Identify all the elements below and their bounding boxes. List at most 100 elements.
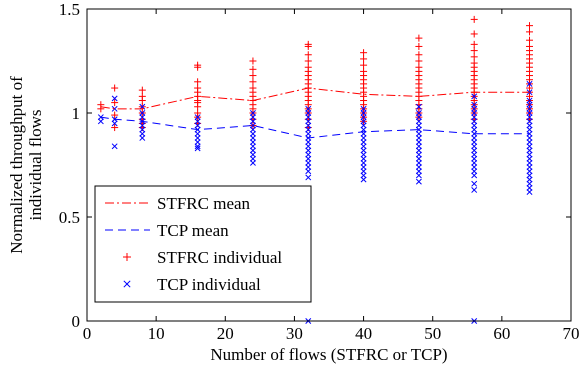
tcp-point bbox=[415, 103, 422, 110]
legend-symbol bbox=[123, 280, 131, 288]
stfrc-point bbox=[304, 57, 312, 65]
y-tick-label: 1 bbox=[72, 104, 81, 123]
cross-b bbox=[194, 143, 201, 150]
stfrc-point bbox=[111, 124, 119, 132]
y-tick-label: 1.5 bbox=[59, 0, 80, 19]
tcp-point bbox=[360, 176, 367, 183]
axis-ticks bbox=[86, 8, 572, 322]
stfrc-point bbox=[304, 42, 312, 50]
cross-b bbox=[305, 168, 312, 175]
stfrc-point bbox=[138, 97, 146, 105]
x-tick-label: 40 bbox=[355, 324, 372, 343]
x-tick-label: 50 bbox=[424, 324, 441, 343]
tcp-point bbox=[111, 143, 118, 150]
cross-b bbox=[360, 176, 367, 183]
tcp-individual-points bbox=[97, 80, 533, 324]
tcp-point bbox=[415, 172, 422, 179]
tcp-point bbox=[194, 145, 201, 152]
tcp-point bbox=[471, 172, 478, 179]
cross-b bbox=[471, 172, 478, 179]
stfrc-point bbox=[470, 40, 478, 48]
stfrc-point bbox=[249, 72, 257, 80]
stfrc-point bbox=[194, 103, 202, 111]
tcp-point bbox=[249, 159, 256, 166]
tcp-point bbox=[471, 187, 478, 193]
tcp-point bbox=[194, 143, 201, 150]
tcp-point bbox=[415, 178, 422, 185]
plot-frame bbox=[86, 8, 572, 322]
y-tick-label: 0.5 bbox=[59, 208, 80, 227]
cross-b bbox=[471, 93, 478, 100]
legend-label: TCP individual bbox=[157, 275, 261, 294]
stfrc-point bbox=[138, 86, 146, 94]
x-tick-label: 10 bbox=[148, 324, 165, 343]
stfrc-point bbox=[249, 65, 257, 73]
tcp-point bbox=[111, 95, 118, 102]
stfrc-point bbox=[470, 15, 478, 23]
tcp-point bbox=[526, 80, 533, 87]
cross-b bbox=[194, 145, 201, 152]
stfrc-point bbox=[415, 57, 423, 65]
stfrc-point bbox=[526, 28, 534, 36]
stfrc-point bbox=[526, 36, 534, 44]
tcp-point bbox=[139, 135, 146, 141]
stfrc-point bbox=[360, 49, 368, 57]
stfrc-point bbox=[304, 51, 312, 59]
stfrc-point bbox=[470, 53, 478, 61]
legend-label: STFRC mean bbox=[157, 194, 251, 213]
cross-b bbox=[139, 135, 146, 141]
stfrc-point bbox=[415, 34, 423, 42]
plot-marks bbox=[97, 15, 534, 324]
y-axis-label-line: Normalized throughput of bbox=[7, 76, 26, 254]
legend-box bbox=[94, 185, 312, 303]
cross-b bbox=[415, 178, 422, 185]
tcp-point bbox=[305, 168, 312, 175]
cross-b bbox=[526, 80, 533, 87]
stfrc-point bbox=[415, 51, 423, 59]
y-axis-label-text: Normalized throughput ofindividual flows bbox=[7, 76, 45, 254]
stfrc-point bbox=[360, 61, 368, 69]
tcp-point bbox=[526, 189, 533, 195]
stfrc-point bbox=[249, 57, 257, 65]
tcp-mean-line bbox=[100, 116, 530, 139]
legend-label: STFRC individual bbox=[157, 248, 282, 267]
cross-b bbox=[471, 187, 478, 193]
stfrc-point bbox=[111, 111, 119, 119]
cross-b bbox=[415, 172, 422, 179]
stfrc-point bbox=[249, 78, 257, 86]
x-tick-label: 30 bbox=[286, 324, 303, 343]
legend: STFRC mean TCP mean STFRC individual TCP in… bbox=[94, 185, 312, 303]
y-axis-label: Normalized throughput ofindividual flows bbox=[7, 76, 45, 254]
axis-tick-labels: 0 10 20 30 40 50 60 70 0 0.5 1 1.5 bbox=[59, 0, 580, 343]
stfrc-point bbox=[470, 30, 478, 38]
tcp-point bbox=[471, 180, 478, 187]
legend-label: TCP mean bbox=[157, 221, 229, 240]
x-tick-label: 20 bbox=[217, 324, 234, 343]
tcp-point bbox=[111, 120, 118, 127]
tcp-point bbox=[471, 93, 478, 100]
y-axis-label-line: individual flows bbox=[26, 110, 45, 221]
cross-b bbox=[415, 103, 422, 110]
stfrc-point bbox=[415, 42, 423, 50]
cross-b bbox=[123, 280, 131, 288]
tcp-point bbox=[305, 174, 312, 181]
stfrc-point bbox=[360, 55, 368, 63]
legend-symbol bbox=[123, 253, 131, 261]
cross-b bbox=[97, 118, 104, 125]
cross-b bbox=[111, 143, 118, 150]
x-axis-label: Number of flows (STFRC or TCP) bbox=[210, 345, 447, 364]
stfrc-point bbox=[111, 84, 119, 92]
cross-b bbox=[526, 189, 533, 195]
stfrc-point bbox=[194, 78, 202, 86]
x-tick-label: 70 bbox=[563, 324, 580, 343]
x-tick-label: 60 bbox=[493, 324, 510, 343]
stfrc-point bbox=[194, 63, 202, 71]
stfrc-point bbox=[111, 99, 119, 107]
stfrc-individual-points bbox=[97, 15, 534, 132]
y-tick-label: 0 bbox=[72, 312, 81, 331]
stfrc-mean-line bbox=[100, 87, 530, 110]
cross-b bbox=[305, 174, 312, 181]
stfrc-point bbox=[470, 47, 478, 55]
cross-b bbox=[111, 95, 118, 102]
